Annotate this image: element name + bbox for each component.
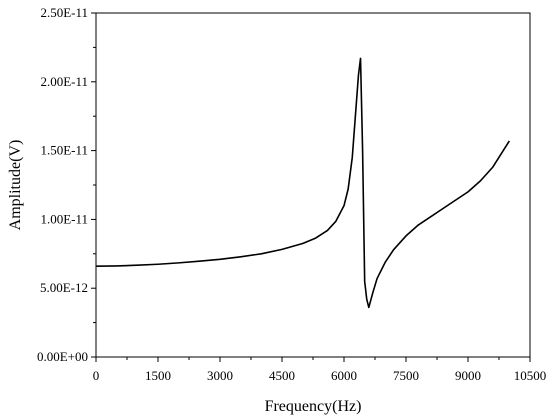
x-tick-label: 10500 — [514, 368, 547, 383]
x-tick-label: 1500 — [145, 368, 171, 383]
plot-area — [95, 12, 531, 358]
y-tick-label: 1.00E-11 — [40, 211, 88, 226]
y-axis-title: Amplitude(V) — [7, 140, 24, 231]
y-tick-label: 0.00E+00 — [37, 349, 88, 364]
y-tick-label: 2.50E-11 — [40, 5, 88, 20]
x-tick-label: 4500 — [269, 368, 295, 383]
x-axis-ticks: 0 1500 3000 4500 6000 7500 9000 10500 — [93, 357, 547, 383]
x-axis-title: Frequency(Hz) — [265, 398, 362, 415]
series-line — [95, 57, 511, 309]
x-tick-label: 6000 — [331, 368, 357, 383]
x-tick-label: 7500 — [393, 368, 419, 383]
plot-frame — [95, 12, 531, 358]
y-tick-label: 5.00E-12 — [40, 280, 88, 295]
x-tick-label: 0 — [93, 368, 100, 383]
x-tick-label: 3000 — [207, 368, 233, 383]
x-tick-label: 9000 — [455, 368, 481, 383]
y-tick-label: 1.50E-11 — [40, 143, 88, 158]
y-axis-ticks: 0.00E+00 5.00E-12 1.00E-11 1.50E-11 2.00E-11… — [37, 5, 96, 364]
y-tick-label: 2.00E-11 — [40, 74, 88, 89]
